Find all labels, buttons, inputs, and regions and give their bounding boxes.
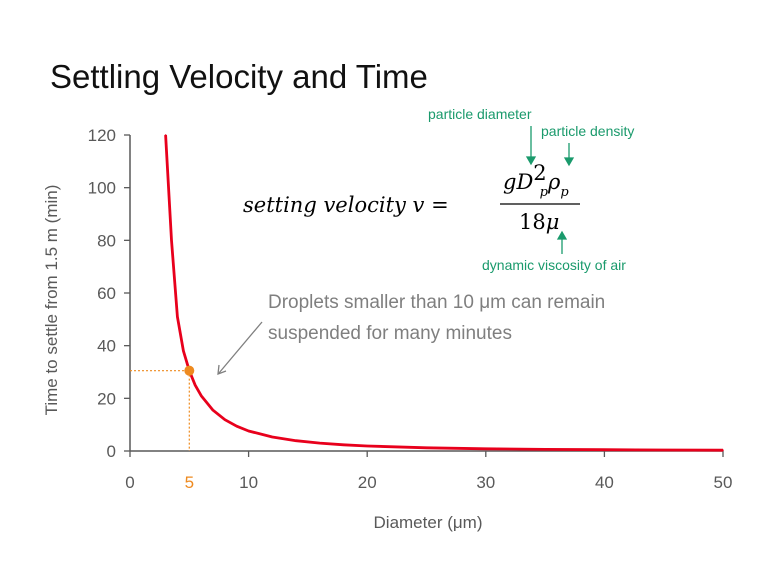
arrow-viscosity-head — [556, 230, 568, 240]
y-tick-label: 60 — [97, 284, 116, 303]
curve-point — [425, 447, 428, 449]
y-axis-label: Time to settle from 1.5 m (min) — [42, 185, 61, 416]
x-tick-label: 0 — [125, 473, 134, 492]
curve-point — [722, 449, 724, 452]
x-ticks: 0 10 20 30 40 50 — [125, 451, 732, 492]
annotation-line-2: suspended for many minutes — [268, 323, 512, 344]
y-tick-label: 40 — [97, 337, 116, 356]
curve-point — [182, 350, 185, 352]
label-particle-diameter: particle diameter — [428, 106, 532, 122]
formula-denominator: 18μ — [519, 210, 559, 234]
curve-point — [662, 449, 665, 451]
curve-point — [485, 448, 487, 450]
curve-point — [212, 409, 214, 412]
formula-lhs: setting velocity v = — [243, 193, 449, 217]
annotation-arrow-head — [217, 364, 227, 375]
curve-point — [603, 448, 606, 451]
y-tick-label: 20 — [97, 389, 116, 408]
curve-point — [194, 384, 196, 387]
label-particle-density: particle density — [541, 123, 634, 139]
formula-18: 18 — [519, 210, 546, 234]
slide-title: Settling Velocity and Time — [50, 58, 428, 95]
annotation-line-1: Droplets smaller than 10 μm can remain — [268, 292, 605, 313]
curve-point — [366, 445, 369, 447]
formula-D-sup: 2 — [533, 161, 546, 185]
green-arrows — [525, 126, 575, 254]
x-tick-label: 20 — [358, 473, 377, 492]
formula-mu: μ — [546, 210, 560, 234]
curve-point — [342, 444, 345, 446]
curve-point — [271, 436, 274, 438]
formula-rho: ρ — [547, 170, 561, 194]
formula-numerator: gD2 pρp — [503, 161, 569, 200]
curve-point — [170, 239, 173, 242]
curve-point — [544, 448, 546, 451]
curve-point — [200, 394, 202, 397]
formula-rho-sub: p — [560, 185, 569, 200]
curve-point — [247, 430, 250, 432]
highlight-point — [184, 365, 195, 376]
curve-point — [224, 418, 226, 421]
arrow-density-head — [563, 157, 575, 167]
curve-point — [319, 442, 321, 444]
x-tick-label: 50 — [714, 473, 733, 492]
formula-D-sub: p — [540, 185, 549, 200]
highlight-x-label: 5 — [185, 473, 194, 492]
annotation-arrow-line — [218, 321, 263, 374]
formula-g: g — [503, 170, 516, 194]
y-tick-label: 80 — [97, 231, 116, 250]
curve-point — [235, 425, 238, 428]
x-tick-label: 40 — [595, 473, 614, 492]
x-tick-label: 10 — [239, 473, 258, 492]
arrow-diameter-head — [525, 156, 537, 166]
curve-point — [295, 439, 297, 442]
x-tick-label: 30 — [476, 473, 495, 492]
settling-time-curve — [164, 134, 724, 452]
y-tick-label: 120 — [88, 126, 116, 145]
formula-D: D — [515, 170, 533, 194]
y-ticks: 0 20 40 60 80 100 120 — [88, 126, 130, 461]
label-dynamic-viscosity: dynamic viscosity of air — [482, 257, 626, 273]
curve-point — [176, 315, 179, 318]
x-axis-label: Diameter (μm) — [374, 513, 483, 532]
y-tick-label: 0 — [107, 442, 116, 461]
curve-point — [164, 134, 167, 136]
y-tick-label: 100 — [88, 179, 116, 198]
